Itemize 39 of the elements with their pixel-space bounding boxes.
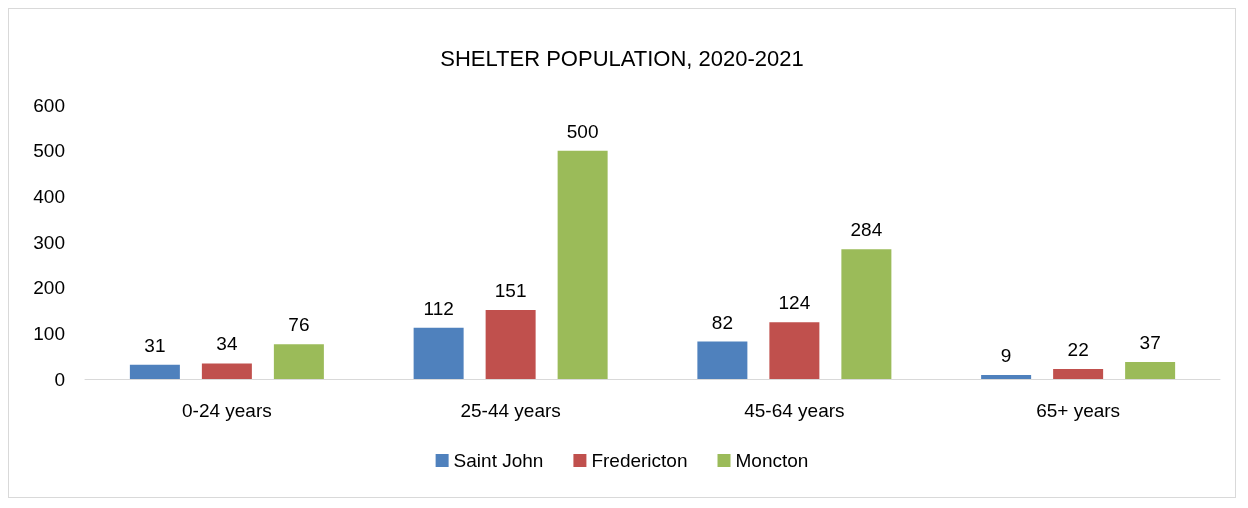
data-label: 112: [423, 297, 454, 319]
bar: [413, 327, 464, 379]
data-label: 34: [216, 333, 238, 355]
bar: [485, 310, 536, 379]
y-tick-label: 600: [33, 94, 65, 116]
x-tick-label: 25-44 years: [460, 400, 561, 421]
chart-title: SHELTER POPULATION, 2020-2021: [440, 45, 804, 71]
data-label: 9: [1000, 344, 1012, 366]
x-tick-label: 65+ years: [1036, 400, 1121, 421]
bar: [1053, 368, 1104, 379]
y-tick-label: 300: [33, 231, 65, 253]
legend-label: Saint John: [453, 450, 544, 471]
data-label: 76: [288, 314, 310, 336]
y-tick-label: 100: [33, 322, 65, 344]
data-label: 500: [566, 120, 599, 142]
data-label: 124: [778, 292, 811, 314]
y-tick-label: 0: [54, 368, 65, 390]
data-label: 82: [711, 311, 733, 333]
bar: [201, 363, 252, 379]
bar: [981, 374, 1032, 379]
bar: [769, 322, 820, 379]
bar: [697, 341, 748, 379]
data-label: 37: [1139, 332, 1161, 354]
data-label: 151: [494, 280, 527, 302]
data-label: 284: [850, 219, 883, 241]
bar: [273, 344, 324, 379]
y-tick-label: 400: [33, 185, 65, 207]
bar: [129, 364, 180, 379]
bar: [557, 150, 608, 379]
bar: [1125, 362, 1176, 379]
data-label: 31: [144, 334, 166, 356]
data-label: 22: [1067, 338, 1089, 360]
x-tick-label: 0-24 years: [181, 400, 272, 421]
legend-label: Moncton: [735, 450, 809, 471]
y-tick-label: 500: [33, 140, 65, 162]
bar: [841, 249, 892, 379]
y-tick-label: 200: [33, 277, 65, 299]
legend-label: Fredericton: [591, 450, 688, 471]
x-tick-label: 45-64 years: [744, 400, 845, 421]
